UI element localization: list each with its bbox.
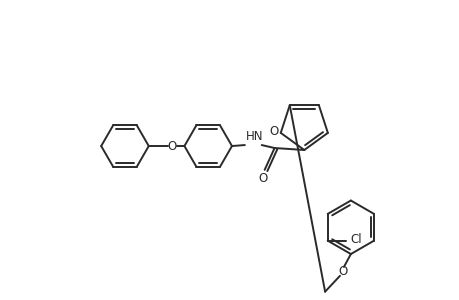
Text: Cl: Cl	[350, 233, 361, 246]
Text: O: O	[269, 125, 278, 138]
Text: O: O	[167, 140, 176, 152]
Text: O: O	[257, 172, 267, 185]
Text: HN: HN	[246, 130, 263, 143]
Text: O: O	[337, 266, 347, 278]
